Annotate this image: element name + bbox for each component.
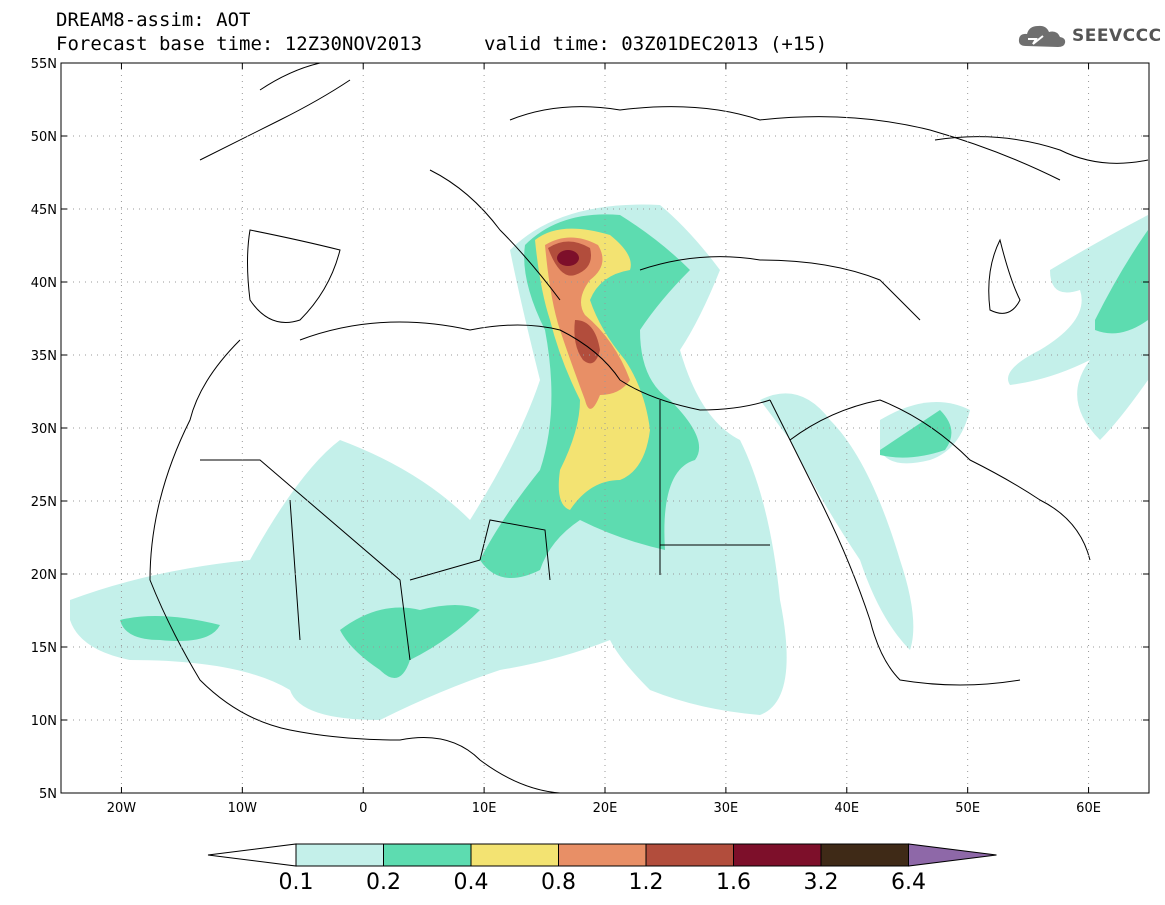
colorbar-over-arrow [908, 843, 997, 867]
lat-tick-label: 50N [31, 130, 57, 145]
colorbar-swatch [733, 843, 822, 867]
colorbar-label: 0.4 [453, 870, 489, 895]
gridlines [61, 63, 1149, 793]
lon-tick-label: 60E [1076, 801, 1101, 816]
colorbar-swatch [383, 843, 472, 867]
lat-tick-label: 5N [39, 787, 57, 802]
lon-tick-label: 0 [359, 801, 367, 816]
colorbar-label: 0.8 [541, 870, 576, 895]
coastlines-and-borders [149, 63, 1149, 793]
logo-text: SEEVCCC [1072, 26, 1162, 46]
colorbar-swatch [295, 843, 384, 867]
colorbar-label: 1.2 [628, 870, 664, 895]
cloud-logo-icon [1018, 25, 1066, 47]
colorbar-label: 6.4 [891, 870, 926, 895]
valid-time: valid time: 03Z01DEC2013 (+15) [484, 33, 828, 55]
title-line-1: DREAM8-assim: AOT [56, 9, 251, 31]
lat-tick-label: 10N [31, 714, 57, 729]
lat-tick-label: 15N [31, 641, 57, 656]
colorbar-label: 1.6 [716, 870, 751, 895]
lon-tick-label: 30E [714, 801, 739, 816]
lat-tick-label: 25N [31, 495, 57, 510]
colorbar-swatch [645, 843, 734, 867]
aot-field-1.6 [557, 250, 579, 266]
seevccc-logo: SEEVCCC [1016, 22, 1162, 50]
lon-tick-label: 40E [834, 801, 859, 816]
lat-tick-label: 30N [31, 422, 57, 437]
lon-tick-label: 10E [472, 801, 497, 816]
colorbar-label: 0.2 [366, 870, 401, 895]
colorbar [207, 843, 997, 867]
lat-tick-label: 40N [31, 276, 57, 291]
lat-tick-label: 45N [31, 203, 57, 218]
lon-tick-label: 20E [593, 801, 618, 816]
lon-tick-label: 20W [107, 801, 137, 816]
lon-tick-label: 10W [228, 801, 258, 816]
lat-tick-label: 55N [31, 57, 57, 72]
colorbar-label: 0.1 [278, 870, 314, 895]
lon-tick-label: 50E [955, 801, 980, 816]
map-plot-area [61, 63, 1149, 793]
colorbar-under-arrow [207, 843, 297, 867]
colorbar-label: 3.2 [803, 870, 839, 895]
axis-ticks: 55N 50N 45N 40N 35N 30N 25N 20N 15N 10N 5N 20W 10W 0 1… [31, 57, 1149, 816]
title-line-2: Forecast base time: 12Z30NOV2013 [56, 33, 423, 55]
colorbar-swatch [558, 843, 647, 867]
lat-tick-label: 35N [31, 349, 57, 364]
colorbar-swatch [470, 843, 559, 867]
lat-tick-label: 20N [31, 568, 57, 583]
colorbar-swatch [820, 843, 909, 867]
